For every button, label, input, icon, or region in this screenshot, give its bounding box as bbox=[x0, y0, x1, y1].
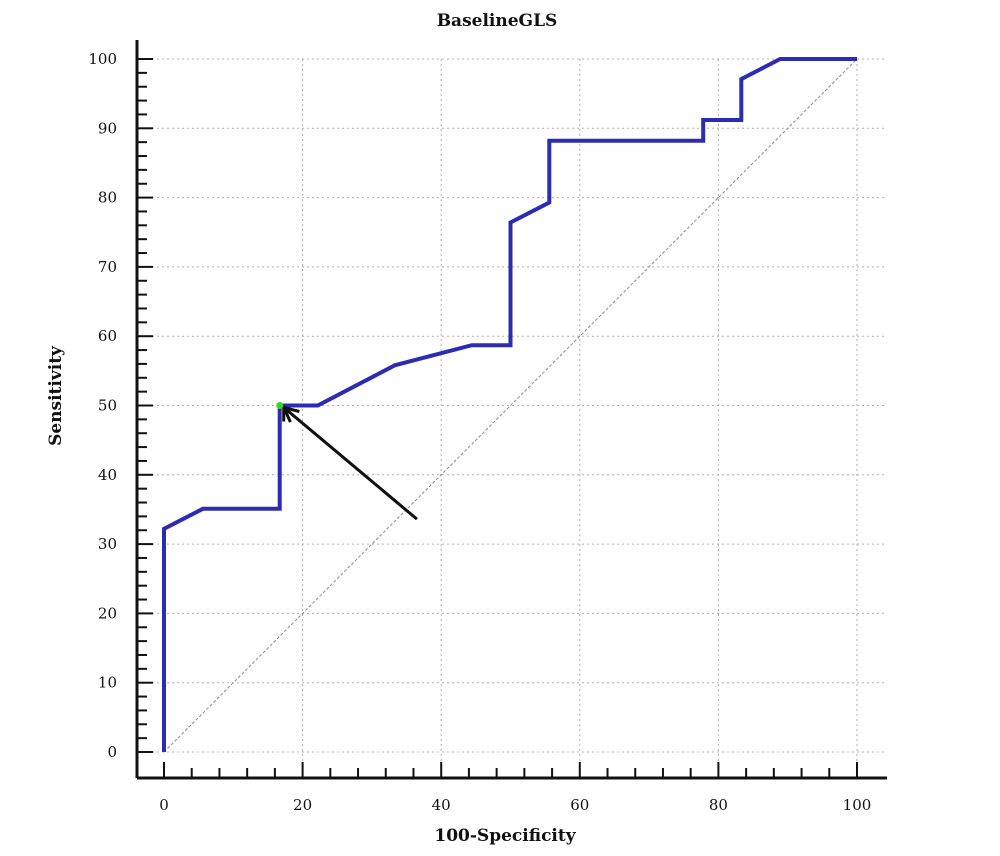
x-axis-label: 100-Specificity bbox=[434, 826, 576, 846]
y-tick-label: 60 bbox=[98, 327, 117, 345]
y-tick-label: 30 bbox=[98, 535, 117, 553]
ticks: 0 10 20 30 40 50 60 70 80 90 100 0 20 40 60 80 100 bbox=[88, 50, 871, 814]
y-tick-label: 70 bbox=[98, 258, 117, 276]
y-tick-label: 80 bbox=[98, 189, 117, 207]
grid bbox=[137, 58, 885, 778]
y-tick-label: 20 bbox=[98, 604, 117, 622]
x-tick-label: 100 bbox=[843, 796, 872, 814]
y-tick-label: 90 bbox=[98, 119, 117, 137]
x-tick-label: 60 bbox=[570, 796, 589, 814]
y-tick-label: 40 bbox=[98, 466, 117, 484]
reference-diagonal bbox=[163, 58, 858, 753]
optimal-point-marker bbox=[276, 402, 284, 409]
x-tick-label: 40 bbox=[432, 796, 451, 814]
roc-curve-line bbox=[162, 57, 857, 752]
x-tick-label: 80 bbox=[709, 796, 728, 814]
y-tick-label: 10 bbox=[98, 674, 117, 692]
y-tick-label: 0 bbox=[107, 743, 117, 761]
y-tick-label: 100 bbox=[88, 50, 117, 68]
y-tick-label: 50 bbox=[98, 397, 117, 415]
axes bbox=[135, 40, 887, 780]
reference-line bbox=[163, 58, 858, 753]
annotation-arrow-shaft bbox=[282, 406, 418, 521]
annotations bbox=[276, 402, 418, 521]
x-tick-label: 20 bbox=[293, 796, 312, 814]
series-group bbox=[162, 57, 857, 752]
chart-title: BaselineGLS bbox=[437, 11, 558, 31]
y-axis-label: Sensitivity bbox=[46, 345, 66, 446]
x-tick-label: 0 bbox=[159, 796, 169, 814]
